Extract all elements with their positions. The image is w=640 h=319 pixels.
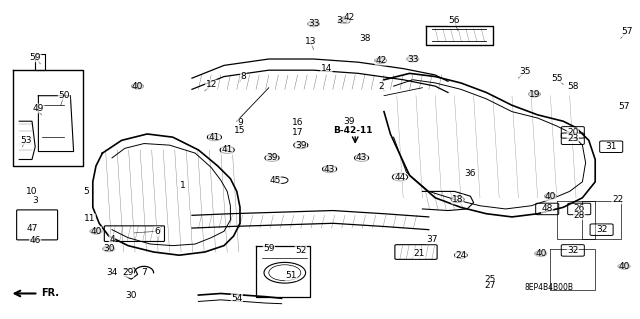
Circle shape [297,143,305,147]
Text: 33: 33 [407,55,419,63]
Text: 57: 57 [618,102,630,111]
Circle shape [529,91,540,97]
Text: 11: 11 [84,214,95,223]
Circle shape [618,263,630,269]
Text: 40: 40 [618,262,630,271]
Text: 45: 45 [269,176,281,185]
Circle shape [535,251,547,256]
Text: 3: 3 [33,197,38,205]
Text: 17: 17 [292,128,303,137]
Circle shape [545,193,556,199]
Text: 9: 9 [237,118,243,127]
Text: 29: 29 [122,268,134,277]
Circle shape [407,56,419,62]
Text: 34: 34 [106,268,118,277]
Circle shape [268,156,276,160]
Circle shape [103,246,115,252]
Text: 50: 50 [58,91,70,100]
Text: 28: 28 [573,211,585,220]
Text: 12: 12 [205,80,217,89]
Text: 55: 55 [551,74,563,83]
Text: 2: 2 [378,82,383,91]
Text: 42: 42 [375,56,387,65]
Text: 27: 27 [484,281,495,290]
Circle shape [90,228,102,234]
Circle shape [308,21,319,27]
Text: 40: 40 [132,82,143,91]
Text: 40: 40 [535,249,547,258]
Text: 40: 40 [90,227,102,236]
Text: 25: 25 [484,275,495,284]
Text: 59: 59 [29,53,41,62]
Text: 40: 40 [545,192,556,201]
Text: 41: 41 [221,145,233,154]
Circle shape [132,83,143,89]
Text: 36: 36 [465,169,476,178]
Text: 6: 6 [154,227,159,236]
Text: 8EP4B4B00B: 8EP4B4B00B [525,283,574,292]
Text: 35: 35 [519,67,531,76]
Text: 51: 51 [285,271,297,280]
Text: 31: 31 [605,142,617,151]
Text: 44: 44 [394,173,406,182]
Text: 43: 43 [324,165,335,174]
Text: 21: 21 [413,249,425,258]
Text: 39: 39 [266,153,278,162]
Text: 57: 57 [621,27,633,36]
Text: 32: 32 [567,246,579,255]
Text: 14: 14 [321,64,332,73]
Circle shape [223,148,231,152]
Text: 33: 33 [308,19,319,28]
Text: 10: 10 [26,187,38,196]
Text: FR.: FR. [42,288,60,299]
Text: 54: 54 [231,294,243,303]
Text: 56: 56 [449,16,460,25]
Text: 30: 30 [125,291,137,300]
Text: 46: 46 [29,236,41,245]
Text: 42: 42 [343,13,355,22]
Text: 24: 24 [455,251,467,260]
Text: 32: 32 [596,225,607,234]
Text: 26: 26 [573,204,585,213]
Text: 5: 5 [84,187,89,196]
Text: 53: 53 [20,136,31,145]
Circle shape [358,156,365,160]
Text: 58: 58 [567,82,579,91]
Text: 59: 59 [263,244,275,253]
Text: 19: 19 [529,90,540,99]
Text: 38: 38 [359,34,371,43]
Text: 52: 52 [295,246,307,255]
Text: 43: 43 [356,153,367,162]
Text: 38: 38 [337,16,348,25]
Text: 16: 16 [292,118,303,127]
Text: 48: 48 [541,204,553,213]
Circle shape [211,135,218,139]
Text: 18: 18 [452,195,463,204]
Text: B-42-11: B-42-11 [333,126,372,135]
Text: 23: 23 [567,134,579,143]
Text: 39: 39 [343,117,355,126]
Circle shape [339,18,350,24]
Text: 47: 47 [26,224,38,233]
Text: 37: 37 [426,235,438,244]
Text: 22: 22 [612,195,623,204]
Text: 4: 4 [109,235,115,244]
Text: 39: 39 [295,141,307,150]
Text: 15: 15 [234,126,246,135]
Text: 13: 13 [305,37,316,46]
Text: 41: 41 [209,133,220,142]
Text: 20: 20 [567,128,579,137]
Circle shape [375,58,387,63]
Text: 1: 1 [180,181,185,189]
Text: 7: 7 [141,268,147,277]
Text: 49: 49 [33,104,44,113]
Text: 30: 30 [103,244,115,253]
Text: 8: 8 [241,72,246,81]
Circle shape [326,167,333,171]
